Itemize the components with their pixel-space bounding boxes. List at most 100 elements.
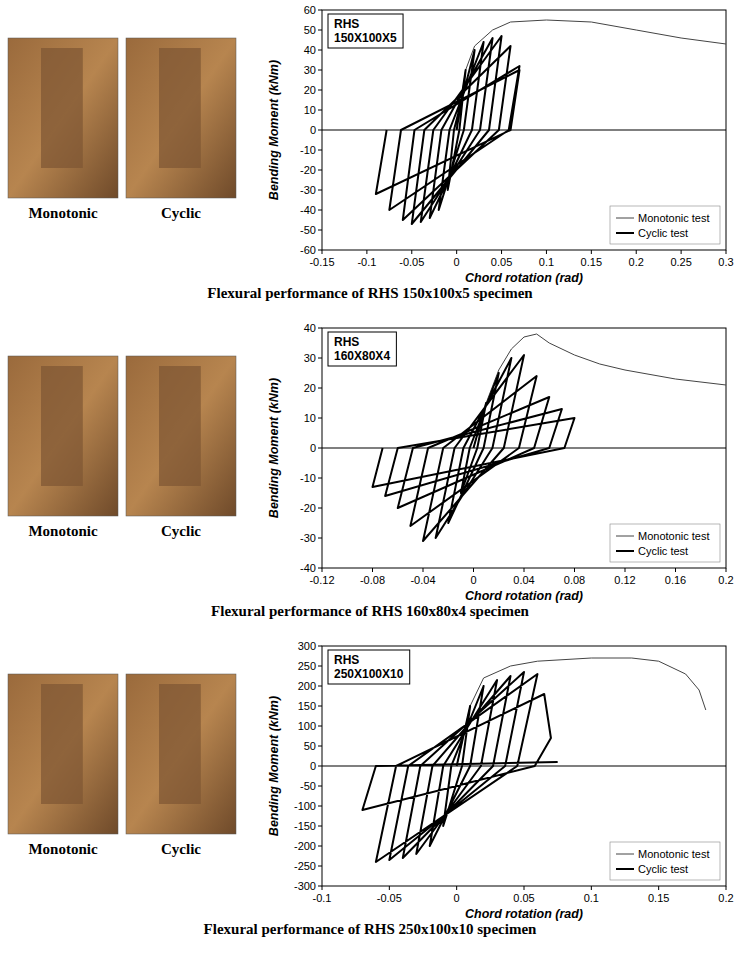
x-tick-label: 0.1 [539, 256, 554, 268]
photo-member [159, 366, 201, 486]
y-tick-label: -60 [300, 244, 316, 256]
y-tick-label: 0 [310, 760, 316, 772]
photo-member [159, 48, 201, 168]
legend-box [610, 842, 720, 880]
y-tick-label: 200 [298, 680, 316, 692]
y-tick [318, 866, 322, 867]
x-tick [574, 568, 575, 572]
title-line: RHS [334, 653, 359, 667]
legend-label: Cyclic test [638, 545, 688, 557]
legend-label: Cyclic test [638, 227, 688, 239]
title-frame [328, 650, 410, 684]
y-tick-label: -20 [300, 502, 316, 514]
series-group [376, 20, 726, 224]
y-tick-label: 10 [304, 412, 316, 424]
y-tick-label: -30 [300, 184, 316, 196]
y-tick [318, 50, 322, 51]
y-tick [318, 30, 322, 31]
photo-caption: Cyclic [161, 841, 201, 857]
y-tick [318, 478, 322, 479]
legend-label: Monotonic test [638, 530, 710, 542]
y-axis-title: Bending Moment (kNm) [267, 378, 281, 518]
y-tick [318, 886, 322, 887]
x-tick-label: 0 [454, 892, 460, 904]
legend-label: Monotonic test [638, 212, 710, 224]
y-tick [318, 190, 322, 191]
legend-swatch [616, 868, 634, 870]
x-tick-label: 0.08 [564, 574, 585, 586]
x-tick-label: 0.2 [629, 256, 644, 268]
legend-swatch [616, 232, 634, 234]
y-tick-label: -10 [300, 144, 316, 156]
photo [126, 356, 236, 516]
y-tick-label: -10 [300, 472, 316, 484]
y-tick [318, 826, 322, 827]
x-tick [726, 250, 727, 254]
y-tick-label: -40 [300, 204, 316, 216]
title-box: RHS160X80X4 [328, 332, 396, 366]
series-line [457, 658, 706, 766]
x-axis-title: Chord rotation (rad) [465, 271, 583, 285]
series-group [362, 658, 705, 862]
y-tick [318, 846, 322, 847]
x-tick [411, 250, 412, 254]
x-tick [591, 250, 592, 254]
title-frame [328, 14, 403, 48]
series-line [474, 334, 727, 448]
x-tick-label: 0.15 [648, 892, 669, 904]
legend-swatch [616, 218, 634, 219]
zero-line [322, 129, 726, 130]
x-tick-label: 0.05 [491, 256, 512, 268]
y-tick-label: 10 [304, 104, 316, 116]
y-tick [318, 130, 322, 131]
title-line: RHS [334, 17, 359, 31]
y-axis-title: Bending Moment (kNm) [267, 60, 281, 200]
y-tick [318, 568, 322, 569]
photo-member [41, 366, 83, 486]
title-line: 150X100X5 [334, 31, 397, 45]
title-frame [328, 332, 396, 366]
x-tick [473, 568, 474, 572]
x-tick [366, 250, 367, 254]
legend-swatch [616, 550, 634, 552]
y-tick-label: 20 [304, 84, 316, 96]
x-tick [456, 886, 457, 890]
y-tick-label: -40 [300, 562, 316, 574]
x-tick-label: 0.16 [665, 574, 686, 586]
x-tick [681, 250, 682, 254]
photo-caption: Monotonic [28, 841, 98, 857]
y-tick-label: -20 [300, 164, 316, 176]
x-axis-title: Chord rotation (rad) [465, 907, 583, 921]
x-tick [726, 568, 727, 572]
y-tick [318, 328, 322, 329]
x-tick [591, 886, 592, 890]
y-tick [318, 726, 322, 727]
y-tick-label: -250 [294, 860, 316, 872]
y-tick-label: 40 [304, 322, 316, 334]
y-tick-label: -300 [294, 880, 316, 892]
photo-member [41, 48, 83, 168]
x-tick [322, 886, 323, 890]
title-box: RHS150X100X5 [328, 14, 403, 48]
y-tick-label: 0 [310, 442, 316, 454]
x-tick-label: -0.05 [377, 892, 402, 904]
x-tick-label: 0.1 [584, 892, 599, 904]
y-tick [318, 686, 322, 687]
x-tick [322, 250, 323, 254]
x-tick [675, 568, 676, 572]
figure: MonotonicCyclic-60-50-40-30-20-100102030… [0, 0, 740, 956]
x-tick-label: 0 [454, 256, 460, 268]
y-tick [318, 210, 322, 211]
y-tick [318, 646, 322, 647]
chart-title: RHS250X100X10 [334, 653, 404, 681]
panel-caption: Flexural performance of RHS 250x100x10 s… [204, 921, 538, 937]
series-group [373, 334, 727, 541]
legend-label: Monotonic test [638, 848, 710, 860]
y-tick-label: 250 [298, 660, 316, 672]
y-tick-label: -150 [294, 820, 316, 832]
photo-caption: Cyclic [161, 205, 201, 221]
y-tick [318, 806, 322, 807]
y-tick [318, 70, 322, 71]
x-tick [636, 250, 637, 254]
x-tick-label: -0.1 [357, 256, 376, 268]
